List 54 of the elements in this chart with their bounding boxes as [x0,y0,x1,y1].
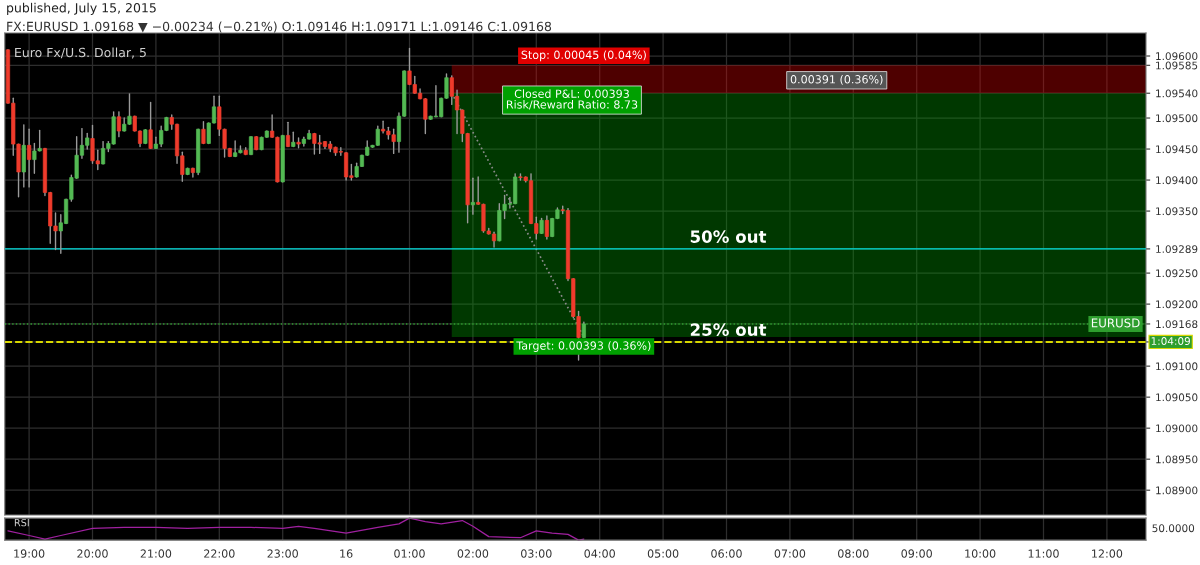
x-tick-label: 07:00 [774,549,806,558]
y-tick-label: 1.09168 [1156,320,1198,329]
x-tick-label: 03:00 [521,549,552,558]
ref-line-label: EURUSD [1091,318,1140,328]
candlestick [470,177,475,215]
y-tick-label: 1.09500 [1156,114,1198,123]
chart-title: RSI [14,518,29,527]
text: Euro Fx/U.S. Dollar, 5 [15,47,146,59]
y-tick-label: 1.09350 [1156,207,1198,216]
y-tick-label: 1.08900 [1156,486,1198,495]
y-tick-label: 1.09050 [1156,393,1198,402]
x-tick-label: 02:00 [457,549,489,558]
text: 1:04:09 [1151,337,1190,345]
y-tick-label: 1.09250 [1156,269,1198,278]
x-tick-label: 09:00 [901,549,932,558]
x-tick-label: 19:00 [14,549,45,558]
y-tick-label: 1.09200 [1156,300,1198,309]
x-tick-label: 08:00 [838,549,869,558]
annotation: 0.00391 (0.36%) [790,74,883,85]
y-tick-label: 1.09585 [1156,61,1198,70]
x-tick-label: 04:00 [584,549,615,558]
band-label: Stop: 0.00045 (0.04%) [521,50,646,62]
x-tick-label: 12:00 [1092,549,1123,558]
text: 50.0000 [1152,524,1195,533]
ref-line-label: 25% out [690,323,767,336]
y-tick-label: 1.09100 [1156,362,1198,371]
x-tick-label: 11:00 [1028,549,1059,558]
candlestick [27,128,32,188]
y-tick-label: 1.09450 [1156,145,1198,154]
candlestick [116,111,121,138]
y-tick-label: 1.08950 [1156,455,1198,464]
x-tick-label: 06:00 [711,549,742,558]
annotation: Closed P&L: 0.00393 Risk/Reward Ratio: 8.73 [506,89,638,110]
y-tick-label: 1.09400 [1156,176,1198,185]
candlestick [544,215,549,240]
y-tick-label: 1.09000 [1156,424,1198,433]
chart-subtitle: FX:EURUSD 1.09168 ▼ −0.00234 (−0.21%) O:1.09146 H:1.09171 L:1.09146 C:1.09168 [7,21,552,33]
x-tick-label: 05:00 [647,549,679,558]
candlestick [285,121,291,148]
x-tick-label: 21:00 [140,549,172,558]
y-tick-label: 1.09600 [1156,52,1198,61]
x-tick-label: 01:00 [394,549,425,558]
candlestick [201,121,206,145]
candlestick [148,101,153,150]
x-tick-label: 20:00 [77,549,108,558]
text: published, July 15, 2015 [7,2,156,15]
x-tick-label: 16 [340,549,353,558]
band-label: Target: 0.00393 (0.36%) [516,341,651,352]
ref-line-label: 50% out [690,230,767,243]
x-tick-label: 22:00 [204,549,235,558]
y-tick-label: 1.09540 [1156,89,1198,98]
y-tick-label: 1.09289 [1156,245,1198,254]
x-tick-label: 23:00 [267,549,298,558]
x-tick-label: 10:00 [965,549,996,558]
